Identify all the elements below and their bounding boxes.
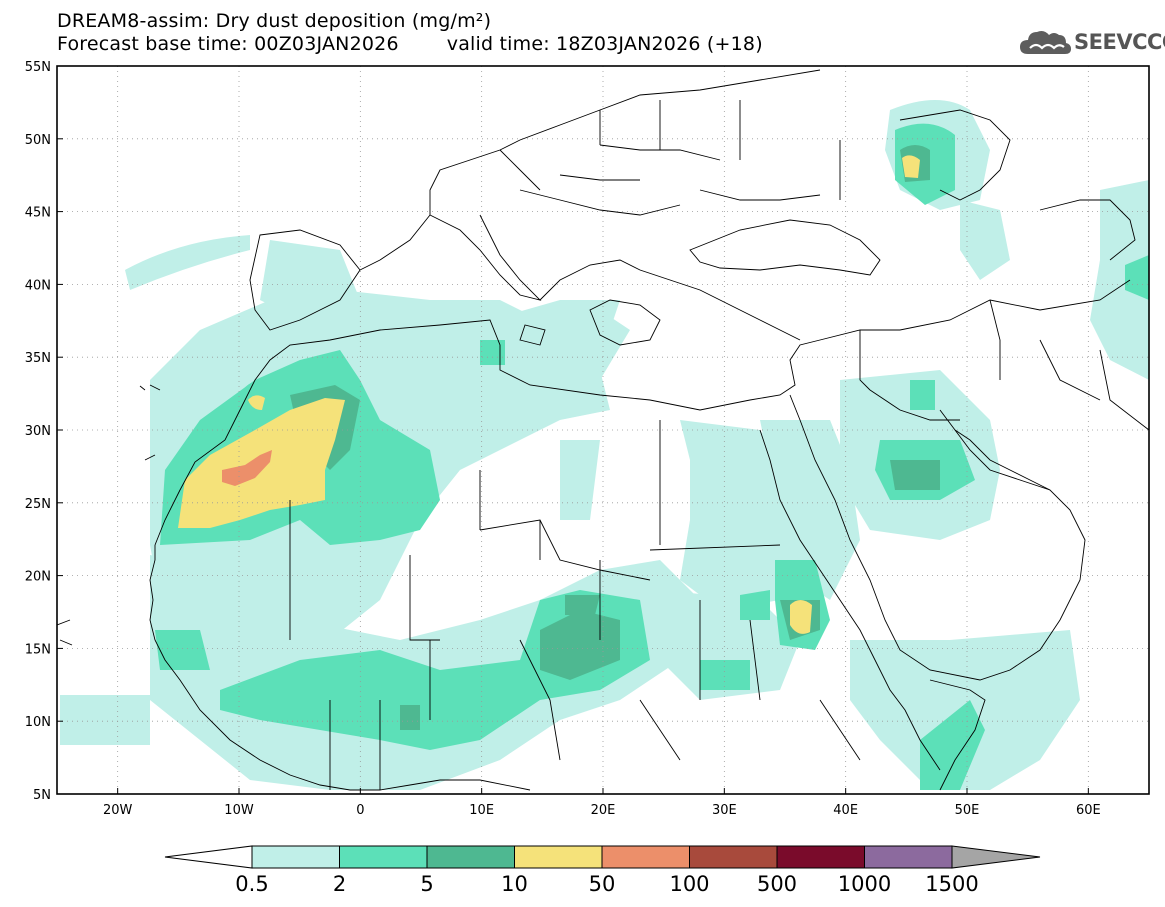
lat-tick-label: 40N — [25, 278, 51, 293]
cloud-icon — [1020, 31, 1071, 54]
colorbar-box — [426, 845, 515, 869]
colorbar-label: 500 — [757, 872, 797, 896]
contour-50 — [222, 450, 272, 486]
map-panel: 55N 50N 45N 40N 35N 30N 25N 20N 15N 10N 5N 20W 10W 0… — [25, 60, 1150, 818]
colorbar-box — [689, 845, 778, 869]
latitude-axis: 55N 50N 45N 40N 35N 30N 25N 20N 15N 10N 5N — [25, 60, 63, 803]
lon-tick-label: 0 — [356, 803, 364, 818]
lon-tick-label: 60E — [1076, 803, 1101, 818]
lat-tick-label: 50N — [25, 133, 51, 148]
lat-tick-label: 45N — [25, 206, 51, 221]
logo-text: SEEVCCC — [1074, 30, 1165, 54]
lat-tick-label: 5N — [33, 788, 51, 803]
colorbar-label: 5 — [420, 872, 433, 896]
colorbar-box — [251, 845, 340, 869]
lon-tick-label: 10E — [469, 803, 494, 818]
lat-tick-label: 10N — [25, 715, 51, 730]
colorbar-label: 1500 — [925, 872, 978, 896]
valid-time: valid time: 18Z03JAN2026 (+18) — [446, 33, 763, 55]
lat-tick-label: 15N — [25, 642, 51, 657]
colorbar-labels: 0.5 2 5 10 50 100 500 1000 1500 — [235, 872, 978, 896]
colorbar-box — [339, 845, 428, 869]
map-subtitle: Forecast base time: 00Z03JAN2026 valid ti… — [57, 33, 763, 55]
colorbar-box — [864, 845, 953, 869]
dust-deposition-field — [60, 100, 1149, 790]
colorbar-label: 50 — [589, 872, 616, 896]
colorbar-box — [514, 845, 603, 869]
lon-tick-label: 40E — [833, 803, 858, 818]
colorbar-over-arrow — [951, 845, 1041, 869]
colorbar-box — [776, 845, 865, 869]
map-title: DREAM8-assim: Dry dust deposition (mg/m²… — [57, 10, 492, 32]
lon-tick-label: 20E — [591, 803, 616, 818]
lat-tick-label: 35N — [25, 351, 51, 366]
coastlines-borders — [57, 69, 1149, 791]
lat-tick-label: 55N — [25, 60, 51, 75]
colorbar-label: 100 — [669, 872, 709, 896]
colorbar-label: 2 — [333, 872, 346, 896]
colorbar-box — [601, 845, 690, 869]
colorbar-under-arrow — [164, 845, 253, 869]
colorbar-boxes — [164, 845, 1041, 869]
lon-tick-label: 10W — [224, 803, 254, 818]
map-gridlines — [57, 66, 1149, 794]
colorbar-label: 10 — [501, 872, 528, 896]
lon-tick-label: 30E — [712, 803, 737, 818]
lat-tick-label: 30N — [25, 424, 51, 439]
seevccc-logo: SEEVCCC — [1018, 24, 1165, 60]
colorbar-label: 1000 — [838, 872, 891, 896]
longitude-axis: 20W 10W 0 10E 20E 30E 40E 50E 60E — [103, 788, 1101, 818]
lon-tick-label: 20W — [103, 803, 133, 818]
base-time: Forecast base time: 00Z03JAN2026 — [57, 33, 399, 55]
lat-tick-label: 20N — [25, 570, 51, 585]
lat-tick-label: 25N — [25, 497, 51, 512]
lon-tick-label: 50E — [955, 803, 980, 818]
colorbar-label: 0.5 — [235, 872, 268, 896]
